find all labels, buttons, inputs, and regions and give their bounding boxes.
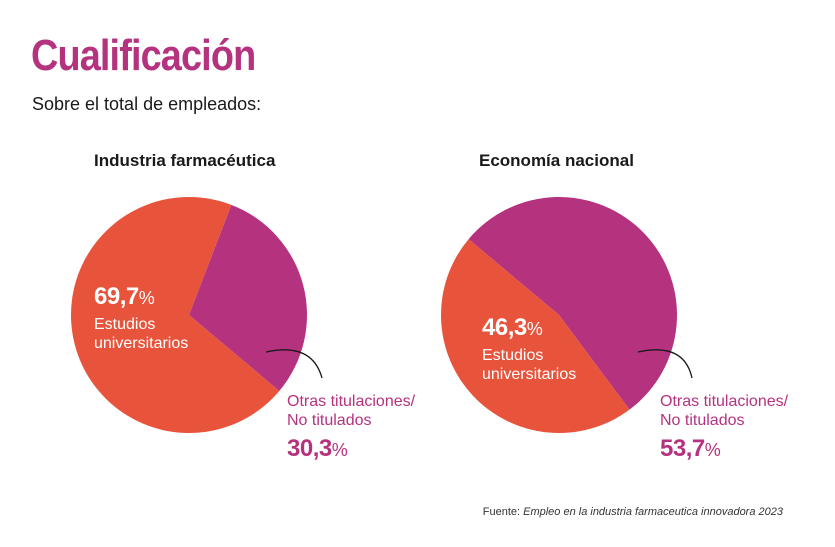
label-otras-economia: Otras titulaciones/No titulados 53,7% bbox=[660, 392, 788, 464]
source-text: Empleo en la industria farmaceutica inno… bbox=[523, 506, 783, 518]
pie-slice-universitarios-economia bbox=[441, 239, 630, 433]
desc-otras-economia: Otras titulaciones/No titulados bbox=[660, 393, 789, 430]
pie-slice-otras-economia bbox=[468, 197, 677, 410]
desc-otras-industria: Otras titulaciones/No titulados bbox=[287, 393, 416, 430]
pie-slice-otras-industria bbox=[189, 204, 307, 391]
desc-universitarios-industria: Estudios universitarios bbox=[94, 315, 189, 352]
desc-universitarios-economia: Estudios universitarios bbox=[482, 346, 577, 383]
pie-slice-universitarios-industria bbox=[71, 196, 280, 433]
value-universitarios-economia: 46,3% bbox=[482, 314, 543, 341]
chart-title-industria: Industria farmacéutica bbox=[94, 151, 276, 170]
chart-title-economia: Economía nacional bbox=[479, 151, 634, 170]
label-universitarios-industria: 69,7% Estudios universitarios bbox=[94, 283, 188, 353]
label-otras-industria: Otras titulaciones/No titulados 30,3% bbox=[287, 392, 415, 464]
value-otras-economia: 53,7% bbox=[660, 435, 721, 463]
source-prefix: Fuente: bbox=[482, 506, 524, 518]
source-note: Fuente: Empleo en la industria farmaceut… bbox=[483, 506, 783, 518]
page-title: Cualificación bbox=[31, 31, 256, 80]
leader-line-economia bbox=[637, 349, 693, 379]
label-universitarios-economia: 46,3% Estudios universitarios bbox=[482, 314, 576, 384]
page-subtitle: Sobre el total de empleados: bbox=[32, 94, 262, 114]
leader-line-industria bbox=[265, 349, 323, 379]
value-universitarios-industria: 69,7% bbox=[94, 283, 155, 310]
value-otras-industria: 30,3% bbox=[287, 435, 348, 463]
